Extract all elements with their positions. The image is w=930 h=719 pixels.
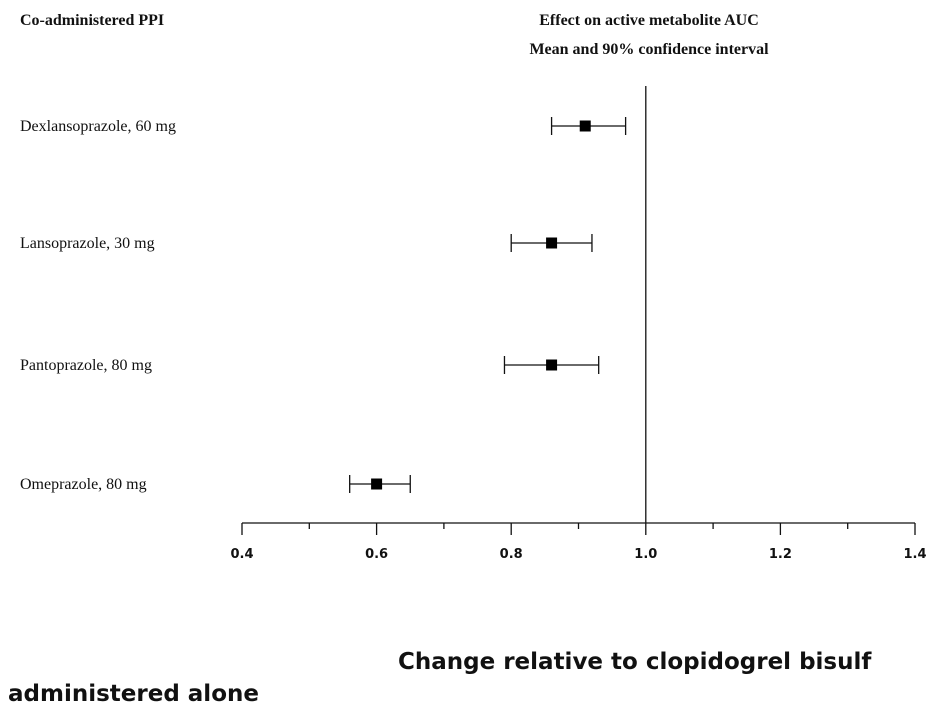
x-axis-label-line-1: Change relative to clopidogrel bisulf <box>398 649 872 675</box>
x-tick-label: 0.4 <box>230 547 253 562</box>
chart-title-line-2: Mean and 90% confidence interval <box>529 41 769 58</box>
row-label: Pantoprazole, 80 mg <box>20 357 152 374</box>
mean-marker <box>579 120 591 132</box>
x-tick-label: 0.6 <box>365 547 388 562</box>
column-header: Co-administered PPI <box>20 12 164 29</box>
x-tick-label: 1.0 <box>634 547 657 562</box>
mean-marker <box>546 237 558 249</box>
x-tick-label: 1.4 <box>903 547 926 562</box>
row-label: Omeprazole, 80 mg <box>20 476 147 493</box>
plot-area: 0.4 0.6 0.8 1.0 1.2 1.4 Dexlansoprazole, 60 mg… <box>20 86 927 562</box>
x-axis-label-line-2: administered alone <box>8 681 259 707</box>
row-label: Dexlansoprazole, 60 mg <box>20 118 176 135</box>
mean-marker <box>371 478 383 490</box>
chart-title-line-1: Effect on active metabolite AUC <box>539 12 759 29</box>
x-tick-label: 0.8 <box>500 547 523 562</box>
row-label: Lansoprazole, 30 mg <box>20 235 155 252</box>
mean-marker <box>546 359 558 371</box>
x-tick-label: 1.2 <box>769 547 792 562</box>
